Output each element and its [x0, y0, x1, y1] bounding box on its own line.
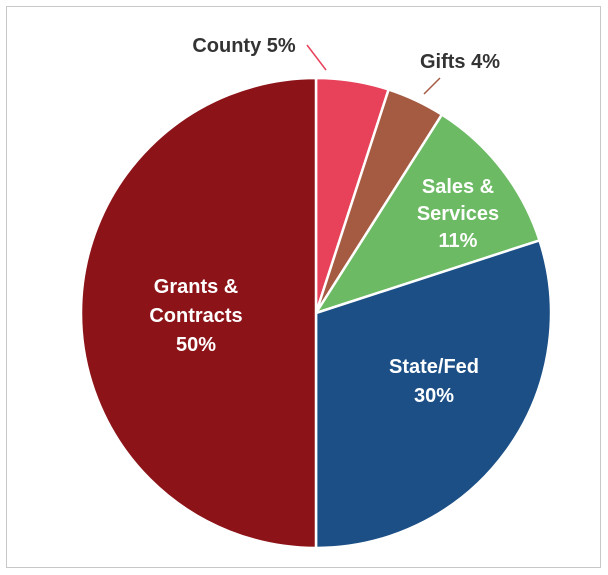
- slice-label-sales-services-line-1: Sales &: [422, 176, 494, 198]
- slice-label-sales-services-line-3: 11%: [439, 230, 478, 252]
- slice-label-county-line-1: County 5%: [192, 35, 296, 57]
- slice-label-sales-services-line-2: Services: [417, 203, 499, 225]
- slice-label-state-fed-line-2: 30%: [414, 385, 454, 407]
- pie-slices: [79, 76, 553, 550]
- slice-label-grants-contracts-line-2: Contracts: [149, 305, 242, 327]
- pie-slice-sales-services: [314, 113, 541, 315]
- slice-label-grants-contracts-line-1: Grants &: [154, 276, 238, 298]
- leader-lines: [306, 44, 441, 95]
- pie-slice-state-fed: [314, 239, 553, 550]
- leader-line-county: [306, 44, 327, 71]
- leader-line-gifts: [423, 77, 441, 95]
- slice-label-gifts-line-1: Gifts 4%: [420, 51, 500, 73]
- slice-label-state-fed-line-1: State/Fed: [389, 356, 479, 378]
- slice-label-grants-contracts-line-3: 50%: [176, 334, 216, 356]
- pie-slice-grants-contracts: [79, 76, 318, 550]
- slice-labels: County 5% Gifts 4% Sales & Services 11% State…: [149, 35, 500, 407]
